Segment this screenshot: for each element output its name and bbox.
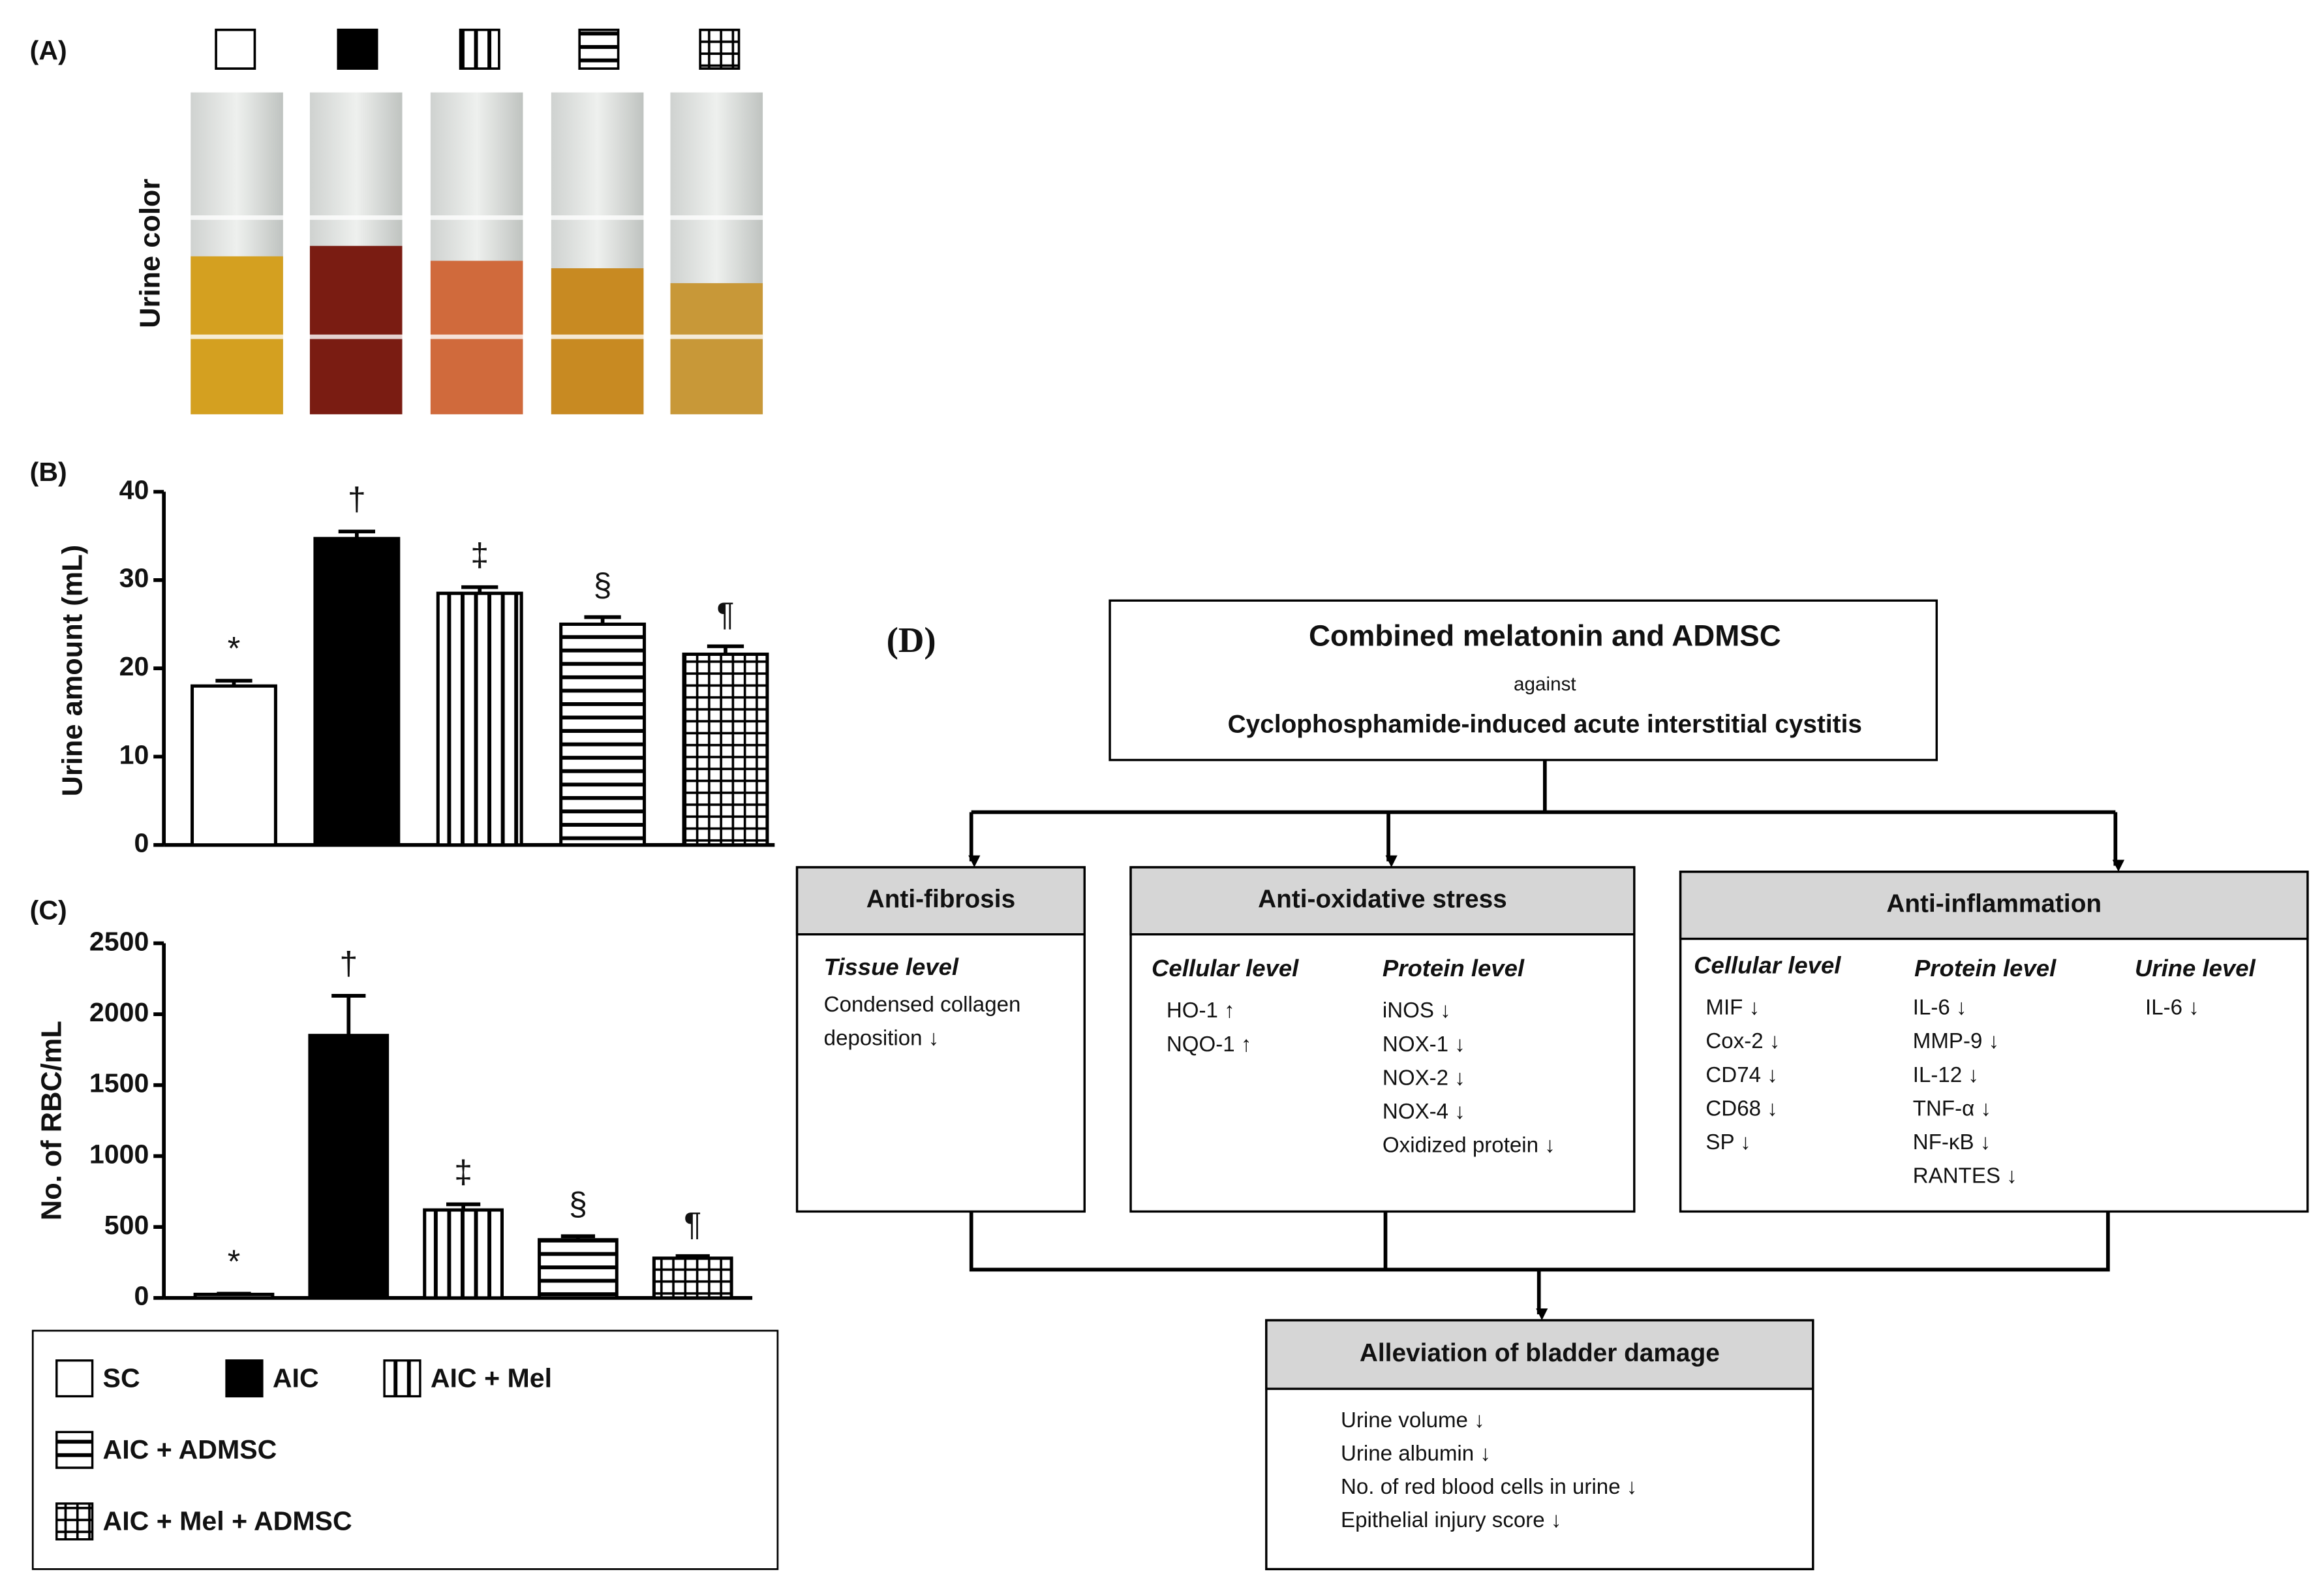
column-heading: Protein level xyxy=(1914,955,2056,982)
box-header xyxy=(1679,871,2309,940)
legend-label: AIC + Mel xyxy=(431,1363,552,1393)
column-heading: Cellular level xyxy=(1694,952,1841,979)
y-tick-label: 500 xyxy=(104,1210,149,1240)
panel-label: (C) xyxy=(30,895,67,925)
y-tick-label: 1000 xyxy=(89,1139,149,1169)
item: Oxidized protein ↓ xyxy=(1383,1134,1555,1158)
group-icon xyxy=(459,28,500,70)
item: MIF ↓ xyxy=(1705,996,1760,1020)
box-header xyxy=(1129,866,1636,936)
panel-label: (B) xyxy=(30,457,67,487)
y-tick-label: 0 xyxy=(134,1281,149,1311)
item: NOX-1 ↓ xyxy=(1383,1032,1465,1057)
item: Urine albumin ↓ xyxy=(1341,1442,1491,1466)
significance-marker: * xyxy=(228,1243,241,1280)
item: IL-12 ↓ xyxy=(1913,1063,1979,1087)
bar xyxy=(538,1238,619,1300)
panel-label: (D) xyxy=(887,620,936,660)
box-header xyxy=(795,866,1086,936)
axis-label: Urine amount (mL) xyxy=(57,545,89,797)
diagram-title: Combined melatonin and ADMSC xyxy=(1309,619,1781,652)
y-tick-label: 0 xyxy=(134,828,149,858)
diagram-lines xyxy=(968,599,2125,1321)
bar xyxy=(682,652,769,847)
item: MMP-9 ↓ xyxy=(1913,1029,1999,1053)
box-title: Anti-oxidative stress xyxy=(1258,886,1507,914)
item: No. of red blood cells in urine ↓ xyxy=(1341,1475,1637,1499)
legend-swatch xyxy=(55,1431,94,1469)
bar xyxy=(436,591,523,847)
y-tick-label: 2000 xyxy=(89,997,149,1027)
diagram-text: against xyxy=(1514,673,1576,695)
item: CD74 ↓ xyxy=(1705,1063,1777,1087)
item: NF-κB ↓ xyxy=(1913,1130,1991,1154)
group-icon xyxy=(337,28,378,70)
column-heading: Protein level xyxy=(1383,955,1525,982)
legend-label: AIC + Mel + ADMSC xyxy=(103,1506,352,1536)
item: TNF-α ↓ xyxy=(1913,1096,1991,1121)
significance-marker: ¶ xyxy=(684,1205,701,1242)
significance-marker: ‡ xyxy=(470,536,489,573)
axis-label: No. of RBC/mL xyxy=(37,1021,68,1220)
y-tick-label: 10 xyxy=(119,739,149,769)
y-tick-label: 40 xyxy=(119,474,149,504)
legend-label: AIC + ADMSC xyxy=(103,1434,277,1464)
bar xyxy=(559,622,647,847)
legend-swatch xyxy=(55,1359,94,1398)
significance-marker: ‡ xyxy=(454,1154,472,1190)
item: Cox-2 ↓ xyxy=(1705,1029,1780,1053)
legend-label: SC xyxy=(103,1363,140,1393)
item: iNOS ↓ xyxy=(1383,998,1451,1023)
item: CD68 ↓ xyxy=(1705,1096,1777,1121)
box-title: Anti-inflammation xyxy=(1886,889,2102,918)
significance-marker: * xyxy=(228,630,241,667)
legend-box xyxy=(31,1329,779,1570)
item: Epithelial injury score ↓ xyxy=(1341,1508,1561,1532)
bar xyxy=(191,684,277,847)
axis-label: Urine color xyxy=(134,179,166,328)
y-tick-label: 20 xyxy=(119,651,149,681)
bar xyxy=(423,1208,504,1300)
significance-marker: ¶ xyxy=(716,596,734,632)
group-icon xyxy=(699,28,741,70)
legend-swatch xyxy=(383,1359,421,1398)
item: HO-1 ↑ xyxy=(1167,998,1235,1023)
diagram-subtitle: Cyclophosphamide-induced acute interstit… xyxy=(1228,710,1862,738)
legend-swatch xyxy=(55,1502,94,1541)
group-icon xyxy=(578,28,620,70)
y-tick-label: 30 xyxy=(119,563,149,593)
legend-label: AIC xyxy=(273,1363,319,1393)
item: IL-6 ↓ xyxy=(1913,996,1967,1020)
significance-marker: § xyxy=(569,1186,587,1222)
item: NOX-2 ↓ xyxy=(1383,1066,1465,1090)
bar xyxy=(313,536,401,847)
significance-marker: § xyxy=(594,566,612,603)
panel-label: (A) xyxy=(30,35,67,65)
column-heading: Urine level xyxy=(2135,955,2256,982)
item: Condensed collagen xyxy=(824,993,1021,1017)
box-title: Anti-fibrosis xyxy=(866,886,1015,914)
box-title: Alleviation of bladder damage xyxy=(1360,1339,1720,1367)
column-heading: Tissue level xyxy=(824,953,959,980)
bar xyxy=(652,1256,733,1300)
y-tick-label: 2500 xyxy=(89,926,149,956)
item: IL-6 ↓ xyxy=(2145,996,2199,1020)
column-heading: Cellular level xyxy=(1152,955,1299,982)
item: SP ↓ xyxy=(1705,1130,1751,1154)
item: Urine volume ↓ xyxy=(1341,1408,1485,1432)
bar xyxy=(193,1292,275,1300)
significance-marker: † xyxy=(348,481,366,518)
item: NOX-4 ↓ xyxy=(1383,1100,1465,1124)
item: RANTES ↓ xyxy=(1913,1164,2017,1188)
group-icon xyxy=(215,28,256,70)
y-tick-label: 1500 xyxy=(89,1068,149,1098)
significance-marker: † xyxy=(339,945,358,982)
bar xyxy=(308,1034,390,1300)
legend-swatch xyxy=(225,1359,264,1398)
tube-photos xyxy=(191,92,763,414)
box-header xyxy=(1265,1319,1814,1390)
item: deposition ↓ xyxy=(824,1027,940,1051)
item: NQO-1 ↑ xyxy=(1167,1032,1252,1057)
